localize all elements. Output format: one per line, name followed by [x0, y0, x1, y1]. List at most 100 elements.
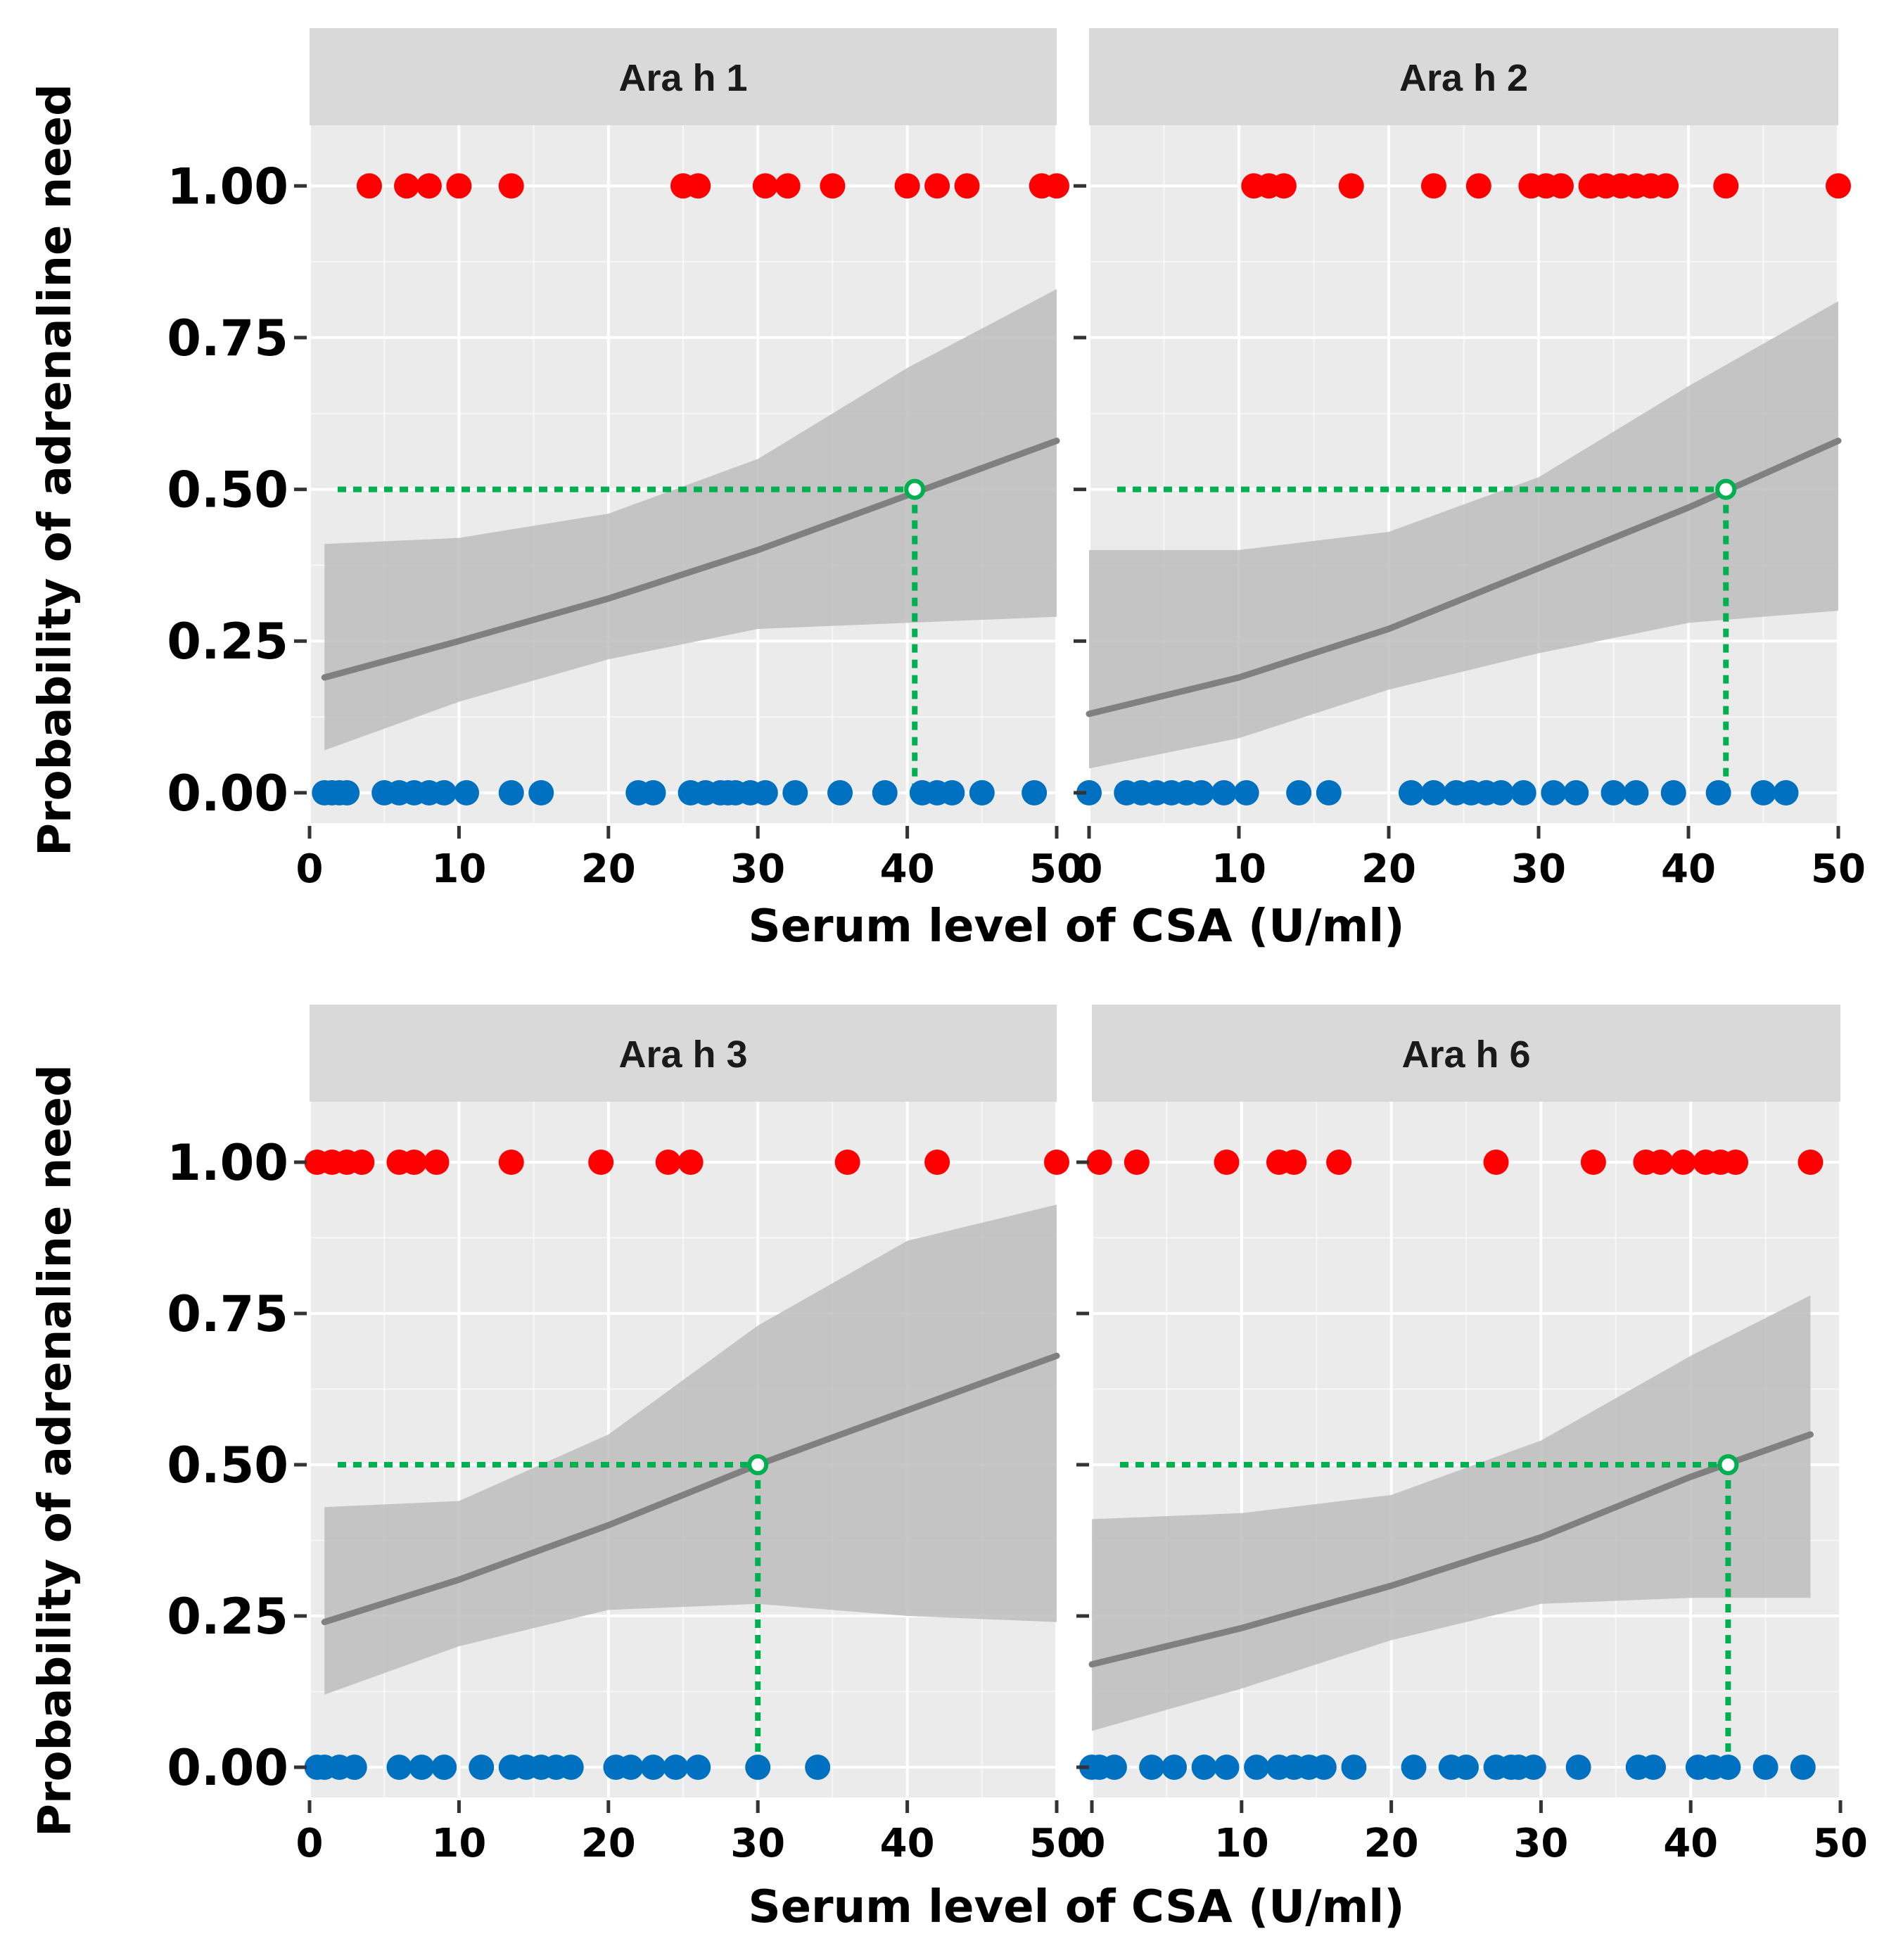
- point-adrenaline-needed: [356, 173, 382, 199]
- point-adrenaline-not-needed: [1244, 1755, 1270, 1780]
- point-adrenaline-needed: [394, 173, 420, 199]
- point-adrenaline-needed: [834, 1150, 860, 1175]
- point-adrenaline-needed: [924, 1150, 950, 1175]
- confidence-ribbon: [324, 288, 1057, 751]
- point-adrenaline-not-needed: [752, 779, 778, 806]
- x-tick-label: 30: [1513, 1821, 1568, 1866]
- x-tick-label: 0: [1079, 1821, 1106, 1866]
- point-adrenaline-needed: [1798, 1150, 1824, 1175]
- x-tick-label: 40: [880, 846, 935, 892]
- y-tick-label: 1.00: [167, 1134, 288, 1192]
- threshold-point: [1717, 1454, 1739, 1475]
- point-adrenaline-needed: [894, 173, 920, 199]
- y-tick-label: 0.75: [167, 310, 288, 367]
- facet-panel-4: Ara h 6 0 10 20 30 40 50: [1076, 1005, 1868, 1866]
- point-adrenaline-not-needed: [618, 1755, 644, 1780]
- point-adrenaline-not-needed: [409, 1755, 435, 1780]
- point-adrenaline-not-needed: [1715, 1755, 1741, 1780]
- x-tick-label: 40: [1661, 846, 1716, 892]
- y-tick-label: 0.00: [167, 765, 288, 822]
- threshold-point: [904, 478, 926, 500]
- point-adrenaline-not-needed: [1188, 779, 1214, 806]
- point-adrenaline-not-needed: [528, 779, 554, 806]
- point-adrenaline-not-needed: [745, 1755, 771, 1780]
- x-tick-label: 10: [431, 846, 486, 892]
- point-adrenaline-not-needed: [1510, 779, 1536, 806]
- x-tick-label: 50: [1811, 846, 1866, 892]
- point-adrenaline-needed: [1271, 173, 1297, 199]
- x-tick-label: 20: [581, 1821, 636, 1866]
- point-adrenaline-not-needed: [685, 1755, 711, 1780]
- point-adrenaline-not-needed: [469, 1755, 495, 1780]
- point-adrenaline-not-needed: [1750, 779, 1776, 806]
- x-tick-label: 0: [1076, 846, 1103, 892]
- facet-panel-2: Ara h 2 0 10 20 30 40 50: [1074, 28, 1866, 892]
- point-adrenaline-needed: [498, 173, 524, 199]
- point-adrenaline-needed: [1723, 1150, 1749, 1175]
- point-adrenaline-not-needed: [939, 779, 965, 806]
- fitted-curve: [1086, 438, 1842, 718]
- y-axis-title-bottom: Probability of adrenaline need: [30, 1064, 82, 1837]
- point-adrenaline-not-needed: [827, 779, 853, 806]
- point-adrenaline-needed: [685, 173, 711, 199]
- point-adrenaline-not-needed: [1341, 1755, 1367, 1780]
- point-adrenaline-needed: [401, 1150, 427, 1175]
- point-adrenaline-needed: [1326, 1150, 1352, 1175]
- y-tick-label: 0.25: [167, 1588, 288, 1646]
- point-adrenaline-not-needed: [782, 779, 808, 806]
- x-axis-title-top: Serum level of CSA (U/ml): [749, 901, 1405, 953]
- point-adrenaline-not-needed: [1520, 1755, 1546, 1780]
- facet-strip: [1092, 1005, 1840, 1102]
- point-adrenaline-not-needed: [640, 779, 666, 806]
- confidence-ribbon: [324, 1204, 1057, 1695]
- point-adrenaline-not-needed: [1705, 779, 1731, 806]
- point-adrenaline-not-needed: [341, 1755, 367, 1780]
- point-adrenaline-not-needed: [1233, 779, 1259, 806]
- point-adrenaline-not-needed: [1191, 1755, 1217, 1780]
- point-adrenaline-not-needed: [1401, 1755, 1427, 1780]
- point-adrenaline-not-needed: [640, 1755, 666, 1780]
- point-adrenaline-not-needed: [1101, 1755, 1127, 1780]
- point-adrenaline-needed: [1548, 173, 1574, 199]
- point-adrenaline-needed: [1465, 173, 1491, 199]
- y-tick-label: 0.50: [167, 1437, 288, 1494]
- x-tick-label: 0: [296, 1821, 324, 1866]
- point-adrenaline-needed: [1670, 1150, 1696, 1175]
- y-tick-label: 0.00: [167, 1739, 288, 1797]
- point-adrenaline-needed: [1214, 1150, 1240, 1175]
- point-adrenaline-not-needed: [1601, 779, 1627, 806]
- facet-strip-title: Ara h 1: [618, 57, 747, 99]
- facet-strip: [310, 1005, 1057, 1102]
- point-adrenaline-not-needed: [1488, 779, 1514, 806]
- point-adrenaline-not-needed: [1286, 779, 1312, 806]
- point-adrenaline-not-needed: [1660, 779, 1686, 806]
- point-adrenaline-needed: [1653, 173, 1679, 199]
- x-tick-label: 0: [296, 846, 324, 892]
- point-adrenaline-not-needed: [1022, 779, 1048, 806]
- point-adrenaline-needed: [498, 1150, 524, 1175]
- point-adrenaline-not-needed: [1773, 779, 1799, 806]
- x-tick-label: 30: [1511, 846, 1566, 892]
- fitted-curve: [321, 438, 1060, 681]
- point-adrenaline-needed: [1124, 1150, 1150, 1175]
- y-tick-label: 1.00: [167, 158, 288, 215]
- facet-strip: [310, 28, 1057, 125]
- point-adrenaline-not-needed: [805, 1755, 831, 1780]
- y-tick-label: 0.75: [167, 1285, 288, 1343]
- point-adrenaline-needed: [1044, 1150, 1069, 1175]
- point-adrenaline-needed: [1420, 173, 1446, 199]
- x-tick-label: 10: [431, 1821, 486, 1866]
- facet-panel-1: Ara h 1 0.00 0.25 0.50 0.75 1.00 0 10 20 30 40 50: [167, 28, 1084, 892]
- point-adrenaline-needed: [655, 1150, 681, 1175]
- point-adrenaline-not-needed: [1214, 1755, 1240, 1780]
- facet-panel-3: Ara h 3 0.00 0.25 0.50 0.75 1.00 0 10 20 30 40 50: [167, 1005, 1084, 1866]
- point-adrenaline-not-needed: [431, 779, 457, 806]
- point-adrenaline-needed: [1713, 173, 1739, 199]
- point-adrenaline-not-needed: [1565, 1755, 1591, 1780]
- point-adrenaline-needed: [588, 1150, 614, 1175]
- x-tick-label: 20: [1364, 1821, 1419, 1866]
- point-adrenaline-not-needed: [1398, 779, 1424, 806]
- point-adrenaline-not-needed: [1541, 779, 1567, 806]
- x-tick-label: 40: [880, 1821, 935, 1866]
